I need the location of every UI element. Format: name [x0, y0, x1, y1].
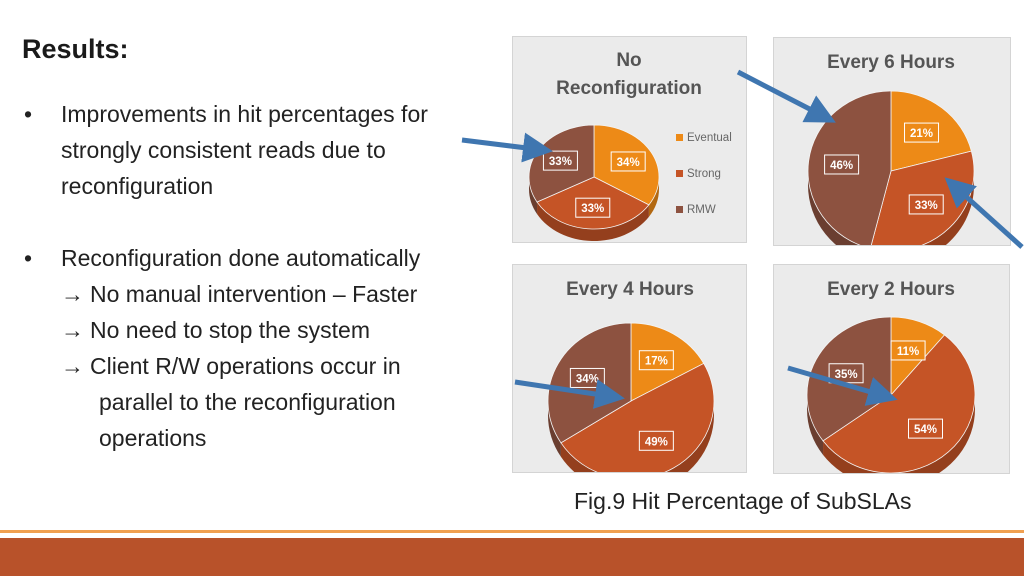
bullet-line: Reconfiguration done automatically: [61, 245, 421, 271]
data-label: 33%: [908, 194, 944, 215]
chart-title: Every 4 Hours: [566, 279, 694, 300]
pie-slice-side: [648, 177, 659, 217]
chart-title: Reconfiguration: [556, 78, 702, 99]
subpoint-continuation: operations: [99, 425, 207, 451]
data-label: 17%: [638, 350, 674, 371]
arrow-to-no-reconfig: [461, 132, 553, 163]
data-label: 54%: [908, 418, 944, 439]
subpoint-text: No need to stop the system: [90, 317, 370, 343]
figure-caption: Fig.9 Hit Percentage of SubSLAs: [574, 488, 912, 514]
subpoint-list: → No manual intervention – Faster → No nee…: [24, 276, 514, 456]
subpoint-2: → No need to stop the system: [24, 312, 514, 348]
chart-title: No: [616, 50, 641, 71]
chart-title: Every 6 Hours: [827, 52, 955, 73]
legend-entry: Eventual: [687, 132, 732, 144]
data-label: 46%: [824, 154, 860, 175]
data-label-text: 34%: [617, 157, 640, 169]
arrow-to-6h-rmw: [736, 69, 836, 123]
arrow-right-icon: →: [61, 281, 84, 307]
pie-slice-strong: [560, 362, 715, 472]
data-label-box: [908, 194, 944, 215]
pie-slice-side: [548, 401, 561, 457]
legend-swatch: [676, 170, 683, 177]
bullet-line: reconfiguration: [61, 173, 214, 199]
subpoint-text: Client R/W operations occur in: [90, 353, 401, 379]
slide-title: Results:: [22, 34, 129, 64]
bullet-line: strongly consistent reads due to: [61, 137, 386, 163]
data-label-text: 54%: [914, 424, 937, 436]
arrow-to-2h-strong: [787, 365, 898, 406]
subpoint-text: No manual intervention – Faster: [90, 281, 418, 307]
pie-slice-side: [560, 401, 714, 472]
data-label-box: [638, 350, 674, 371]
data-label-text: 33%: [581, 203, 604, 215]
footer-accent-line: [0, 530, 1024, 533]
data-label: 49%: [638, 430, 674, 451]
data-label-text: 17%: [645, 356, 668, 368]
data-label-box: [824, 154, 860, 175]
bullet-line: Improvements in hit percentages for: [61, 101, 428, 127]
legend-swatch: [676, 206, 683, 213]
pie-slice-side: [807, 395, 824, 455]
data-label: 34%: [610, 151, 646, 172]
data-label-text: 21%: [910, 128, 933, 140]
chart-title: Every 2 Hours: [827, 279, 955, 300]
data-label: 21%: [904, 122, 940, 143]
pie-slice-side: [823, 395, 975, 473]
bullet-marker: •: [24, 245, 33, 271]
data-label-box: [890, 340, 926, 361]
legend-entry: RMW: [687, 204, 716, 216]
legend-entry: Strong: [687, 168, 721, 180]
arrow-to-4h-strong: [514, 379, 625, 409]
data-label-text: 11%: [897, 346, 919, 358]
data-label-text: 46%: [830, 160, 853, 172]
footer-bar: [0, 538, 1024, 576]
bullet-item-1: • Improvements in hit percentages for st…: [24, 96, 514, 204]
subpoint-1: → No manual intervention – Faster: [24, 276, 514, 312]
arrow-right-icon: →: [61, 317, 84, 343]
bullet-marker: •: [24, 101, 33, 127]
data-label-box: [908, 418, 944, 439]
subpoint-continuation: parallel to the reconfiguration: [99, 389, 396, 415]
data-label-text: 33%: [915, 200, 938, 212]
data-label-text: 33%: [549, 156, 572, 168]
subpoint-3: → Client R/W operations occur in: [24, 348, 514, 384]
data-label-box: [610, 151, 646, 172]
pie-chart-svg: Every 2 Hours 11% 54% 35%: [806, 279, 976, 473]
arrow-right-icon: →: [61, 353, 84, 379]
data-label-box: [575, 197, 611, 218]
arrow-to-6h-strong: [944, 177, 1024, 249]
pie-chart-every-6-hours: Every 6 Hours 21% 33% 46%: [773, 37, 1011, 246]
pie-slice-side: [808, 171, 860, 245]
data-label-box: [638, 430, 674, 451]
data-label-text: 49%: [645, 436, 668, 448]
data-label: 33%: [575, 197, 611, 218]
pie-chart-every-2-hours: Every 2 Hours 11% 54% 35%: [773, 264, 1010, 474]
bullet-item-2: • Reconfiguration done automatically: [24, 240, 514, 276]
bullet-list: • Improvements in hit percentages for st…: [24, 96, 514, 456]
pie-chart-every-4-hours: Every 4 Hours 17% 49% 34%: [512, 264, 747, 473]
legend-swatch: [676, 134, 683, 141]
pie-slice-side: [537, 202, 649, 241]
data-label-text: 35%: [835, 369, 858, 381]
pie-chart-svg: Every 6 Hours 21% 33% 46%: [807, 52, 975, 245]
data-label: 11%: [890, 340, 926, 361]
data-label-box: [904, 122, 940, 143]
pie-slice-side: [922, 171, 974, 245]
